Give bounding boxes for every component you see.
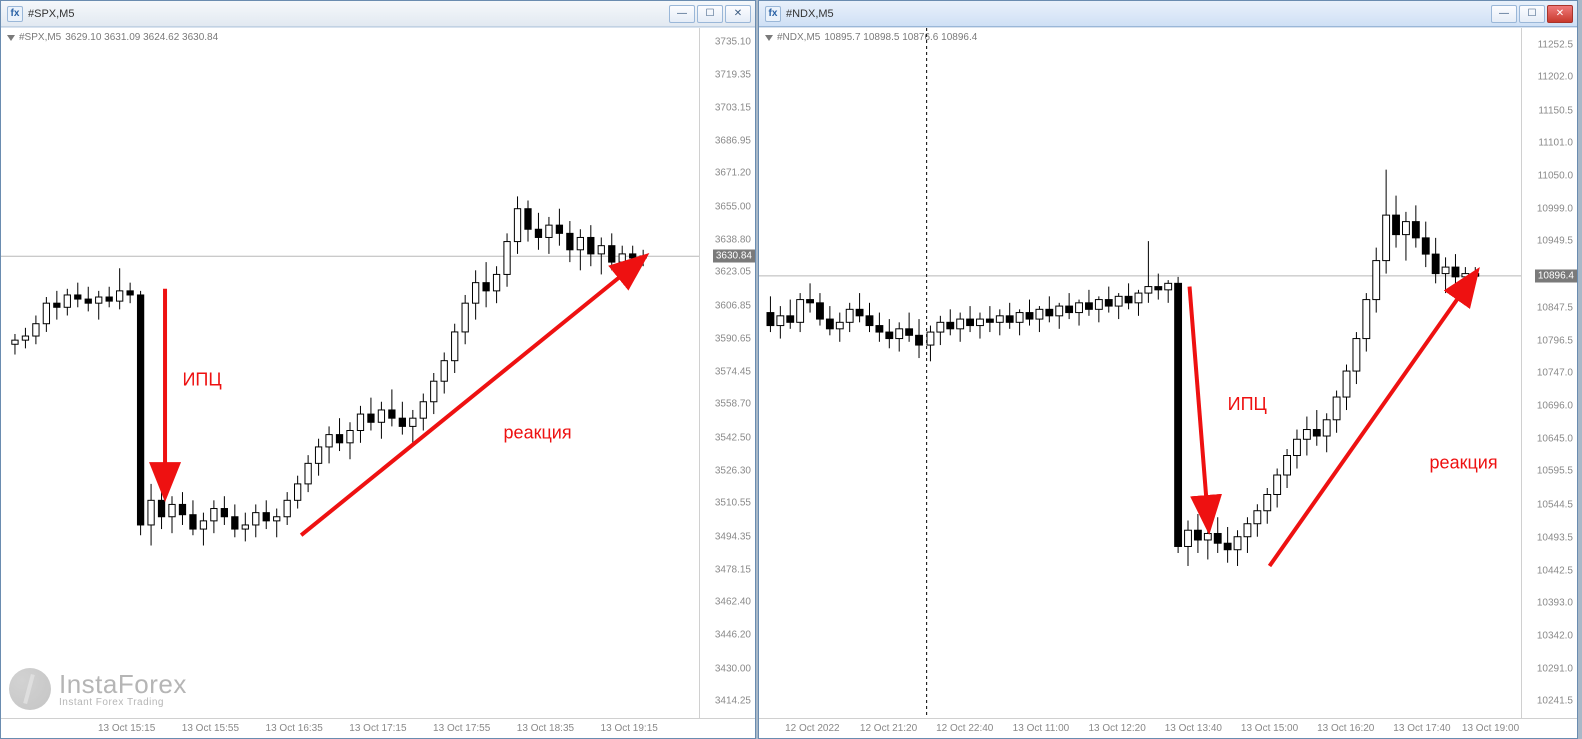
y-tick-label: 3414.25: [715, 696, 751, 707]
y-tick-label: 10442.5: [1537, 565, 1573, 576]
chart-area-ndx[interactable]: #NDX,M5 10895.7 10898.5 10876.6 10896.4 …: [759, 27, 1577, 718]
minimize-button[interactable]: —: [1491, 5, 1517, 23]
y-axis: 11252.5 11202.0 11150.5 11101.0 11050.0 10999…: [1521, 28, 1577, 718]
close-button[interactable]: ✕: [725, 5, 751, 23]
x-tick-label: 13 Oct 19:00: [1462, 723, 1519, 734]
y-tick-label: 10796.5: [1537, 335, 1573, 346]
x-tick-label: 12 Oct 2022: [785, 723, 839, 734]
chart-area-spx[interactable]: #SPX,M5 3629.10 3631.09 3624.62 3630.84 …: [1, 27, 755, 718]
x-tick-label: 13 Oct 13:40: [1165, 723, 1222, 734]
x-tick-label: 13 Oct 15:00: [1241, 723, 1298, 734]
x-tick-label: 13 Oct 17:55: [433, 723, 490, 734]
x-tick-label: 13 Oct 16:35: [266, 723, 323, 734]
plot-ndx[interactable]: #NDX,M5 10895.7 10898.5 10876.6 10896.4 …: [759, 28, 1521, 718]
y-tick-label: 11252.5: [1538, 39, 1573, 50]
title-text: #NDX,M5: [786, 8, 834, 20]
y-tick-label: 10241.5: [1537, 696, 1573, 707]
x-tick-label: 13 Oct 17:15: [349, 723, 406, 734]
y-tick-label: 11050.0: [1538, 171, 1573, 182]
y-tick-label: 3542.50: [715, 432, 751, 443]
y-tick-label: 3606.85: [715, 300, 751, 311]
maximize-button[interactable]: ☐: [1519, 5, 1545, 23]
x-tick-label: 13 Oct 12:20: [1088, 723, 1145, 734]
y-tick-label: 3574.45: [715, 367, 751, 378]
x-tick-label: 12 Oct 21:20: [860, 723, 917, 734]
y-tick-label: 3430.00: [715, 663, 751, 674]
x-axis: 12 Oct 2022 12 Oct 21:20 12 Oct 22:40 13 Oc…: [759, 718, 1577, 738]
y-tick-label: 3686.95: [715, 136, 751, 147]
app-icon: fx: [765, 6, 781, 22]
y-tick-label: 10493.5: [1537, 532, 1573, 543]
y-tick-label: 3526.30: [715, 465, 751, 476]
x-tick-label: 13 Oct 17:40: [1393, 723, 1450, 734]
y-tick-label: 3446.20: [715, 630, 751, 641]
y-tick-label: 3462.40: [715, 597, 751, 608]
annotation-label: ИПЦ: [182, 369, 221, 389]
plot-spx[interactable]: #SPX,M5 3629.10 3631.09 3624.62 3630.84 …: [1, 28, 699, 718]
minimize-button[interactable]: —: [669, 5, 695, 23]
y-tick-label: 3623.05: [715, 267, 751, 278]
titlebar-spx[interactable]: fx #SPX,M5 — ☐ ✕: [1, 1, 755, 27]
y-tick-label: 10595.5: [1537, 466, 1573, 477]
y-tick-label: 10544.5: [1537, 499, 1573, 510]
y-tick-label: 3590.65: [715, 333, 751, 344]
annotation-label: реакция: [1430, 453, 1498, 473]
window-ndx: fx #NDX,M5 — ☐ ✕ #NDX,M5 10895.7 10898.5…: [758, 0, 1578, 739]
y-tick-label: 10847.5: [1537, 302, 1573, 313]
y-tick-label: 11101.0: [1538, 138, 1573, 149]
y-tick-label: 3558.70: [715, 399, 751, 410]
y-tick-label: 3638.80: [715, 234, 751, 245]
annotation-label: ИПЦ: [1228, 394, 1267, 414]
y-tick-label: 10342.0: [1537, 631, 1573, 642]
x-tick-label: 12 Oct 22:40: [936, 723, 993, 734]
y-tick-label: 3735.10: [715, 37, 751, 48]
x-tick-label: 13 Oct 15:15: [98, 723, 155, 734]
y-tick-label: 11202.0: [1538, 72, 1573, 83]
candlestick-chart: ИПЦ реакция: [759, 28, 1521, 718]
y-tick-label: 10291.0: [1537, 664, 1573, 675]
y-axis: 3735.10 3719.35 3703.15 3686.95 3671.20 3655.…: [699, 28, 755, 718]
x-tick-label: 13 Oct 19:15: [601, 723, 658, 734]
x-tick-label: 13 Oct 15:55: [182, 723, 239, 734]
y-tick-label: 3494.35: [715, 531, 751, 542]
y-tick-label: 11150.5: [1538, 105, 1573, 116]
y-tick-label: 3671.20: [715, 168, 751, 179]
y-tick-label: 10393.0: [1537, 598, 1573, 609]
price-tag: 10896.4: [1535, 269, 1577, 282]
y-tick-label: 10645.0: [1537, 434, 1573, 445]
y-tick-label: 3719.35: [715, 69, 751, 80]
x-tick-label: 13 Oct 11:00: [1013, 723, 1070, 734]
annotation-label: реакция: [504, 423, 572, 443]
close-button[interactable]: ✕: [1547, 5, 1573, 23]
y-tick-label: 10949.5: [1537, 236, 1573, 247]
price-tag: 3630.84: [713, 250, 755, 263]
y-tick-label: 3703.15: [715, 102, 751, 113]
y-tick-label: 3655.00: [715, 201, 751, 212]
titlebar-ndx[interactable]: fx #NDX,M5 — ☐ ✕: [759, 1, 1577, 27]
window-spx: fx #SPX,M5 — ☐ ✕ #SPX,M5 3629.10 3631.09…: [0, 0, 756, 739]
y-tick-label: 3478.15: [715, 564, 751, 575]
x-tick-label: 13 Oct 18:35: [517, 723, 574, 734]
y-tick-label: 3510.55: [715, 498, 751, 509]
y-tick-label: 10747.0: [1537, 368, 1573, 379]
app-icon: fx: [7, 6, 23, 22]
candlestick-chart: ИПЦ реакция: [1, 28, 699, 718]
x-tick-label: 13 Oct 16:20: [1317, 723, 1374, 734]
x-axis: 13 Oct 15:15 13 Oct 15:55 13 Oct 16:35 13 O…: [1, 718, 755, 738]
maximize-button[interactable]: ☐: [697, 5, 723, 23]
y-tick-label: 10696.0: [1537, 401, 1573, 412]
y-tick-label: 10999.0: [1537, 204, 1573, 215]
title-text: #SPX,M5: [28, 8, 74, 20]
